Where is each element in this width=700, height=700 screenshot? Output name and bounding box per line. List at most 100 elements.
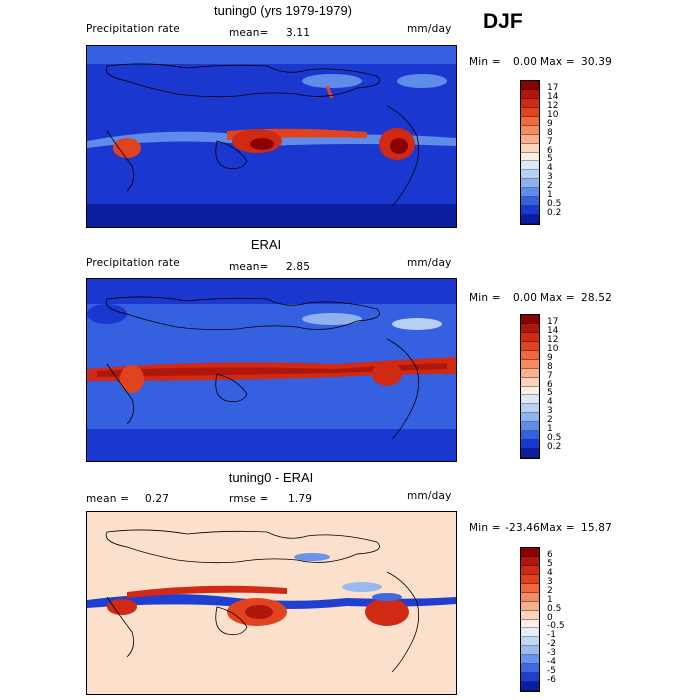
panel1-max-value: 30.39 [581,56,613,68]
colorbar-tick-label: -0.5 [547,621,565,632]
colorbar-tick-label: 10 [547,109,559,120]
colorbar-segment [521,548,539,557]
colorbar-tick-label: 7 [547,370,553,381]
colorbar-segment [521,89,539,99]
panel3-units: mm/day [407,490,452,502]
colorbar-segment [521,134,539,144]
colorbar-tick-label: 7 [547,136,553,147]
colorbar-segment [521,341,539,351]
panel2-mean-value: 2.85 [286,261,311,273]
colorbar-tick-label: 12 [547,100,559,111]
colorbar-segment [521,125,539,135]
colorbar-segment [521,170,539,180]
colorbar-tick-label: 5 [547,558,553,569]
panel2-map [86,278,457,462]
colorbar-segment [521,440,539,450]
panel2-max-value: 28.52 [581,292,613,304]
colorbar-segment [521,449,539,458]
panel1-mean-value: 3.11 [286,27,311,39]
colorbar-tick-label: 2 [547,415,553,426]
panel3-max-value: 15.87 [581,522,613,534]
panel3-colorbar-labels: 6 5 4 3 2 1 0.5 0 -0.5 -1 -2 -3 -4 -5 -6 [547,547,577,692]
colorbar-segment [521,574,539,584]
panel1-variable-label: Precipitation rate [86,23,180,35]
panel1-title: tuning0 (yrs 1979-1979) [213,3,353,18]
panel2-mean-label: mean= [229,261,269,273]
colorbar-segment [521,413,539,423]
panel2-min-value: 0.00 [513,292,538,304]
panel1-colorbar [520,80,540,225]
colorbar-segment [521,673,539,683]
colorbar-segment [521,179,539,189]
colorbar-tick-label: 12 [547,334,559,345]
panel1-map [86,45,457,228]
colorbar-segment [521,431,539,441]
colorbar-tick-label: 5 [547,388,553,399]
colorbar-segment [521,565,539,575]
colorbar-tick-label: -1 [547,630,556,641]
colorbar-tick-label: 10 [547,343,559,354]
panel2-map-field [87,279,456,461]
colorbar-segment [521,583,539,593]
colorbar-tick-label: 6 [547,145,553,156]
colorbar-tick-label: 14 [547,325,559,336]
colorbar-tick-label: 0.5 [547,199,562,210]
colorbar-tick-label: 1 [547,594,553,605]
colorbar-segment [521,637,539,647]
colorbar-segment [521,332,539,342]
panel1-colorbar-labels: 17 14 12 10 9 8 7 6 5 4 3 2 1 0.5 0.2 [547,80,577,225]
panel2-variable-label: Precipitation rate [86,257,180,269]
panel3-title: tuning0 - ERAI [228,470,314,485]
panel3-mean-value: 0.27 [145,493,170,505]
colorbar-tick-label: 17 [547,82,559,93]
colorbar-segment [521,206,539,216]
colorbar-tick-label: 8 [547,127,553,138]
season-label: DJF [483,10,523,33]
panel2-units: mm/day [407,257,452,269]
colorbar-tick-label: 9 [547,352,553,363]
colorbar-segment [521,610,539,620]
colorbar-segment [521,395,539,405]
colorbar-tick-label: -2 [547,639,556,650]
colorbar-tick-label: 4 [547,397,553,408]
colorbar-segment [521,81,539,90]
colorbar-segment [521,664,539,674]
panel1-min-label: Min = [469,56,501,68]
colorbar-tick-label: 0.5 [547,603,562,614]
panel1-map-field [87,46,456,227]
colorbar-tick-label: -4 [547,657,556,668]
colorbar-tick-label: 2 [547,181,553,192]
colorbar-segment [521,646,539,656]
colorbar-segment [521,359,539,369]
colorbar-tick-label: 0 [547,612,553,623]
colorbar-segment [521,197,539,207]
colorbar-tick-label: 8 [547,361,553,372]
panel1-units: mm/day [407,23,452,35]
colorbar-segment [521,422,539,432]
colorbar-tick-label: 1 [547,190,553,201]
colorbar-segment [521,404,539,414]
colorbar-tick-label: 17 [547,316,559,327]
colorbar-tick-label: 0.2 [547,208,562,219]
colorbar-segment [521,323,539,333]
colorbar-segment [521,98,539,108]
colorbar-segment [521,161,539,171]
colorbar-tick-label: -5 [547,666,556,677]
colorbar-segment [521,215,539,224]
colorbar-segment [521,152,539,162]
panel2-colorbar-labels: 17 14 12 10 9 8 7 6 5 4 3 2 1 0.5 0.2 [547,314,577,459]
colorbar-tick-label: 0.5 [547,433,562,444]
colorbar-tick-label: 9 [547,118,553,129]
colorbar-segment [521,556,539,566]
colorbar-tick-label: 1 [547,424,553,435]
panel3-max-label: Max = [540,522,575,534]
colorbar-segment [521,592,539,602]
colorbar-segment [521,601,539,611]
panel3-rmse-label: rmse = [229,493,269,505]
panel2-min-label: Min = [469,292,501,304]
colorbar-segment [521,350,539,360]
colorbar-tick-label: 6 [547,549,553,560]
panel1-max-label: Max = [540,56,575,68]
panel3-colorbar [520,547,540,692]
panel3-map-field [87,512,456,694]
